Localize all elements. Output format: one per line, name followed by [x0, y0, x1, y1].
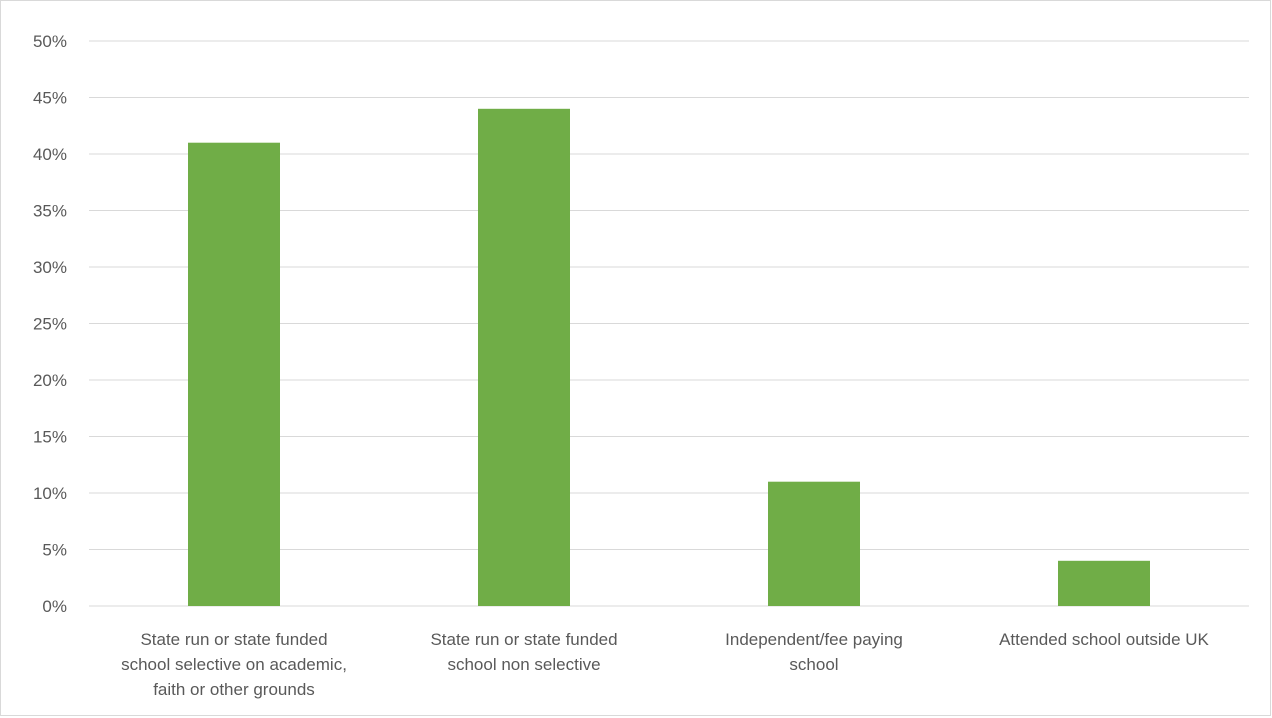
y-tick-label: 50%	[33, 32, 67, 51]
x-category-label: Attended school outside UK	[999, 630, 1209, 649]
y-tick-label: 15%	[33, 428, 67, 447]
y-tick-label: 25%	[33, 315, 67, 334]
y-tick-label: 45%	[33, 89, 67, 108]
bar	[768, 481, 860, 606]
bar	[1058, 560, 1150, 606]
bar	[478, 108, 570, 607]
y-tick-label: 40%	[33, 145, 67, 164]
y-tick-label: 35%	[33, 202, 67, 221]
y-tick-label: 30%	[33, 258, 67, 277]
x-category-label: State run or state funded school non sele…	[430, 630, 617, 674]
y-tick-label: 20%	[33, 371, 67, 390]
bar	[188, 142, 280, 606]
y-tick-label: 0%	[42, 597, 67, 616]
y-tick-label: 5%	[42, 541, 67, 560]
x-category-label: State run or state funded school selectiv…	[121, 630, 347, 699]
y-tick-label: 10%	[33, 484, 67, 503]
x-category-label: Independent/fee paying school	[725, 630, 903, 674]
